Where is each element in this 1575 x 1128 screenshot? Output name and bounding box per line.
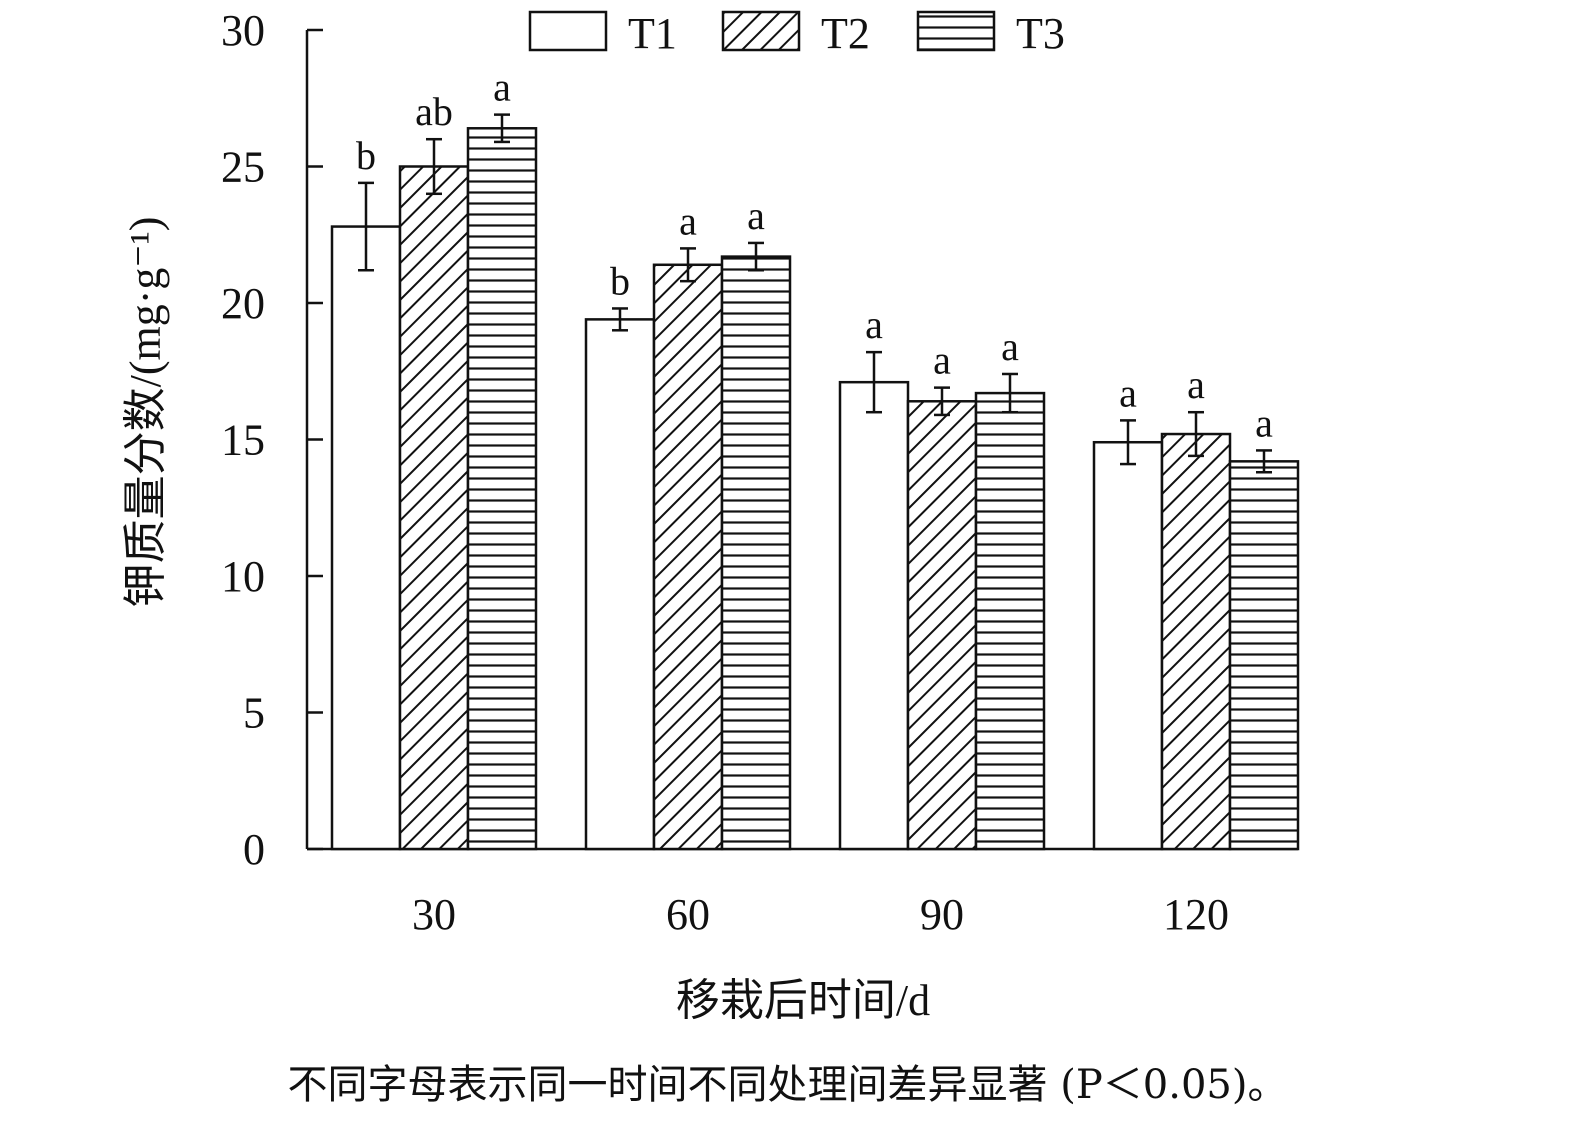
y-tick-label: 5 — [243, 689, 265, 738]
bar — [720, 255, 792, 851]
chart-note: 不同字母表示同一时间不同处理间差异显著 (P＜0.05)。 — [287, 1062, 1288, 1108]
legend: T1 T2 T3 — [528, 9, 1065, 58]
significance-label: b — [610, 258, 630, 303]
significance-label: a — [933, 338, 951, 383]
bar — [906, 400, 978, 851]
y-tick-label: 20 — [221, 279, 265, 328]
bar — [584, 318, 656, 851]
x-tick-label: 120 — [1163, 890, 1229, 939]
error-bars — [358, 113, 1272, 474]
x-axis-title: 移栽后时间/d — [676, 976, 930, 1025]
legend-label: T2 — [821, 9, 870, 58]
legend-swatch — [916, 10, 996, 52]
significance-label: ab — [415, 89, 453, 134]
bar — [466, 127, 538, 851]
bar — [1092, 440, 1164, 851]
bars — [330, 127, 1300, 851]
y-tick-label: 10 — [221, 552, 265, 601]
significance-label: b — [356, 133, 376, 178]
significance-label: a — [747, 193, 765, 238]
y-tick-label: 15 — [221, 416, 265, 465]
axes: 0 5 10 15 20 25 30 30 60 90 120 — [221, 6, 1298, 939]
significance-label: a — [679, 198, 697, 243]
legend-swatch — [528, 10, 608, 52]
bar — [652, 263, 724, 851]
y-tick-label: 30 — [221, 6, 265, 55]
bar — [974, 391, 1046, 851]
legend-label: T1 — [628, 9, 677, 58]
bar — [1160, 432, 1232, 851]
x-tick-label: 60 — [666, 890, 710, 939]
significance-label: a — [1001, 324, 1019, 369]
y-tick-label: 0 — [243, 825, 265, 874]
significance-label: a — [493, 65, 511, 110]
significance-label: a — [1255, 400, 1273, 445]
bar — [1228, 460, 1300, 851]
legend-swatch — [721, 10, 801, 52]
y-axis-title: 钾质量分数/(mg·g⁻¹) — [121, 217, 170, 608]
y-tick-label: 25 — [221, 143, 265, 192]
x-tick-label: 30 — [412, 890, 456, 939]
legend-label: T3 — [1016, 9, 1065, 58]
bar — [398, 165, 470, 851]
x-tick-label: 90 — [920, 890, 964, 939]
bar — [838, 380, 910, 851]
significance-label: a — [1119, 370, 1137, 415]
significance-label: a — [1187, 362, 1205, 407]
bar — [330, 225, 402, 851]
significance-label: a — [865, 302, 883, 347]
